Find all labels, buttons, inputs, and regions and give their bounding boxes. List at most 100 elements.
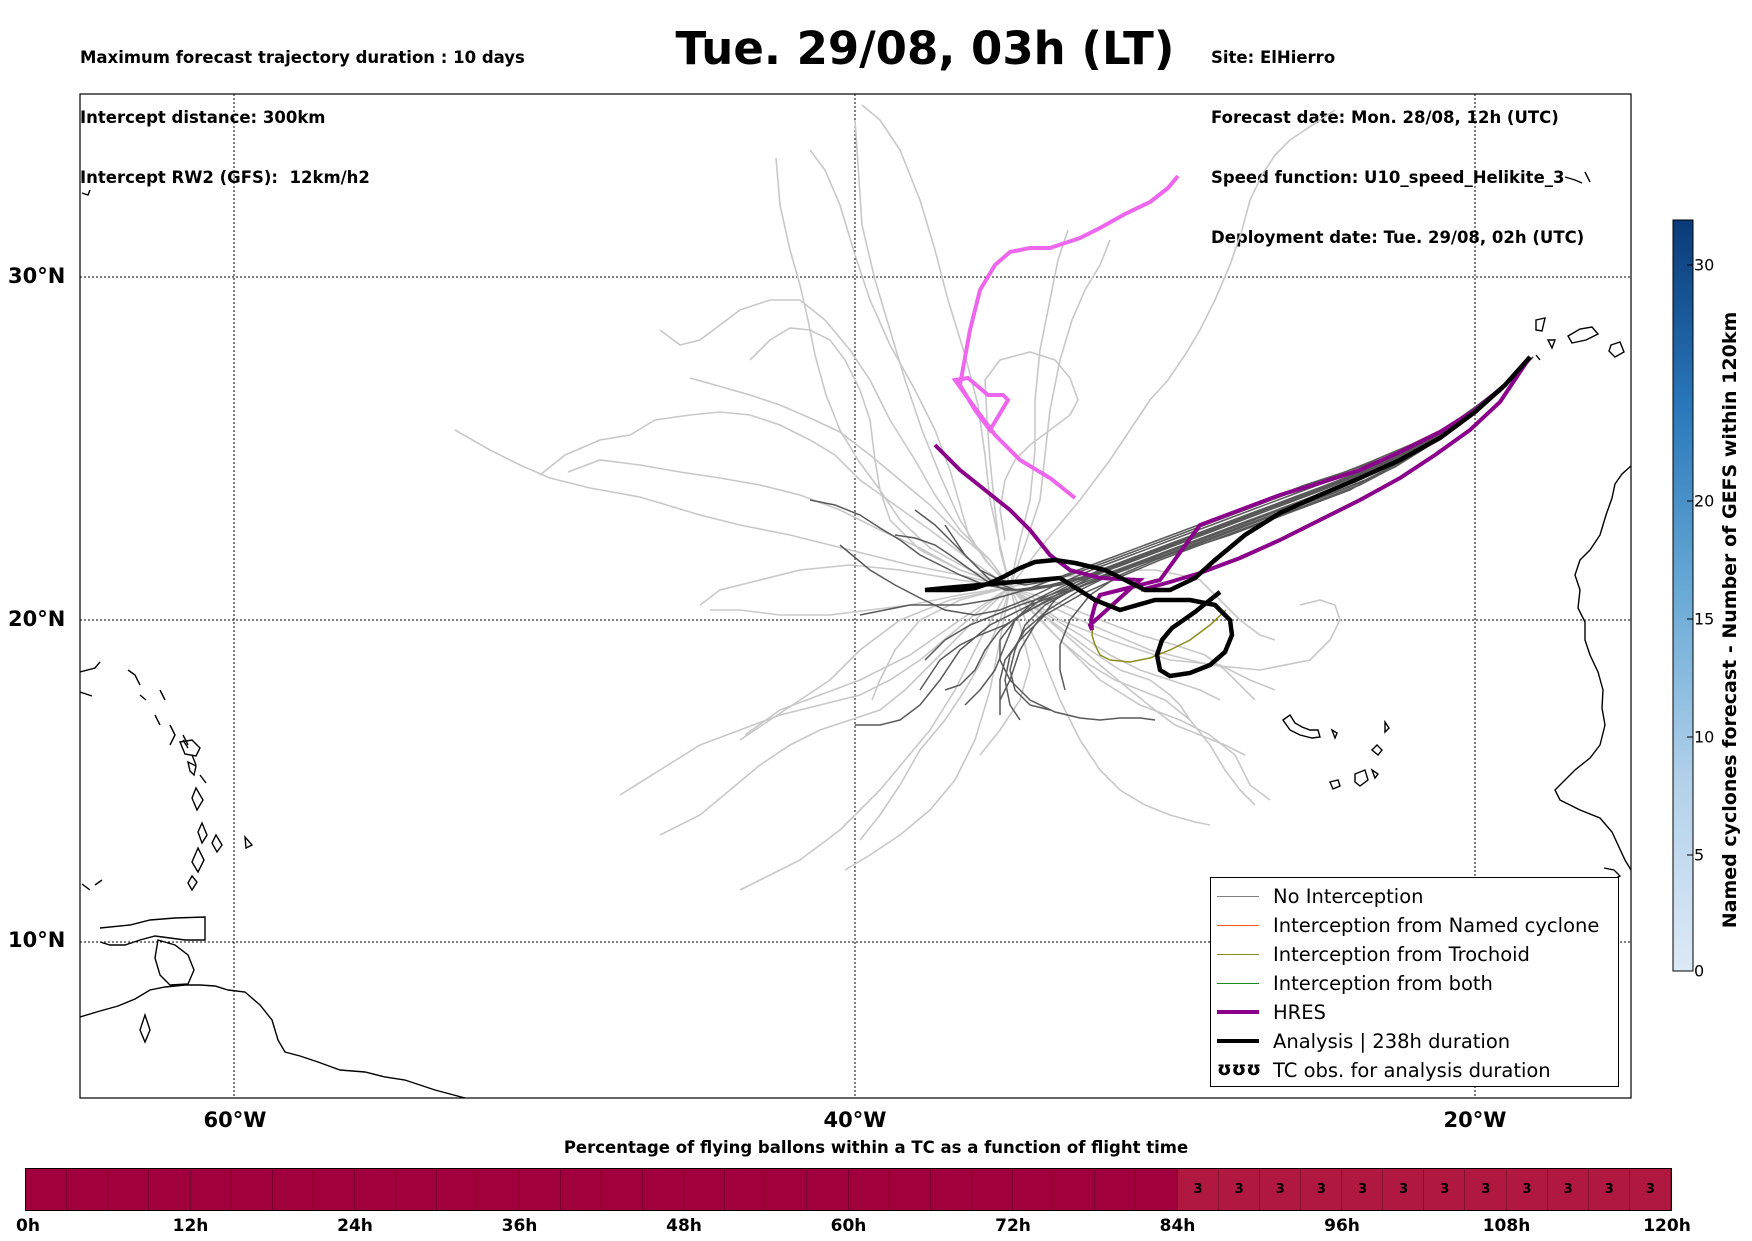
header-left-line: Intercept RW2 (GFS): 12km/h2 bbox=[80, 168, 370, 187]
time-bar-cell bbox=[1054, 1169, 1096, 1210]
time-bar-tick-label: 84h bbox=[1159, 1216, 1196, 1236]
legend-label: Interception from Trochoid bbox=[1273, 943, 1530, 966]
time-bar-cell: 3 bbox=[1547, 1169, 1589, 1210]
header-right-line: Forecast date: Mon. 28/08, 12h (UTC) bbox=[1211, 108, 1559, 127]
legend-label: No Interception bbox=[1273, 885, 1424, 908]
legend-item-both: Interception from both bbox=[1211, 969, 1618, 998]
time-bar-cell: 3 bbox=[1588, 1169, 1630, 1210]
header-right-line: Site: ElHierro bbox=[1211, 48, 1336, 67]
colorbar-tick-label: 15 bbox=[1694, 609, 1715, 629]
legend-item-analysis: Analysis | 238h duration bbox=[1211, 1027, 1618, 1056]
time-bar-cell bbox=[560, 1169, 602, 1210]
time-bar-tick-label: 24h bbox=[337, 1216, 373, 1236]
legend-item-trochoid: Interception from Trochoid bbox=[1211, 940, 1618, 969]
time-bar-cell: 3 bbox=[1218, 1169, 1260, 1210]
colorbar-tick-label: 30 bbox=[1694, 255, 1715, 275]
header-left-line: Maximum forecast trajectory duration : 1… bbox=[80, 48, 525, 67]
legend-label: TC obs. for analysis duration bbox=[1273, 1059, 1551, 1082]
colorbar-tick-label: 20 bbox=[1694, 491, 1715, 511]
time-bar-cell: 3 bbox=[1177, 1169, 1219, 1210]
map-frame bbox=[79, 93, 1632, 1099]
time-bar-cell bbox=[272, 1169, 314, 1210]
time-bar-tick-label: 120h bbox=[1643, 1216, 1691, 1236]
time-bar-cell bbox=[971, 1169, 1013, 1210]
legend-swatch bbox=[1217, 1010, 1259, 1014]
time-bar-cell: 3 bbox=[1259, 1169, 1301, 1210]
lon-label-20w: 20°W bbox=[1443, 1108, 1507, 1132]
time-bar-cell: 3 bbox=[1383, 1169, 1425, 1210]
colorbar-title: Named cyclones forecast - Number of GEFS… bbox=[1719, 311, 1741, 929]
legend-item-named-cyclone: Interception from Named cyclone bbox=[1211, 911, 1618, 940]
legend-swatch bbox=[1217, 954, 1259, 955]
time-bar-cell bbox=[1013, 1169, 1055, 1210]
header-right-line: Speed function: U10_speed_Helikite_3 bbox=[1211, 168, 1565, 187]
trochoid-interception-trajectory bbox=[1091, 609, 1227, 663]
header-right-info: Site: ElHierro Forecast date: Mon. 28/08… bbox=[1211, 8, 1584, 268]
coastlines bbox=[80, 171, 1631, 1098]
ensemble-dark-trajectories bbox=[809, 356, 1534, 726]
time-bar-cell: 3 bbox=[1424, 1169, 1466, 1210]
time-bar-cell bbox=[108, 1169, 150, 1210]
legend-item-tc-obs: ʊʊʊ TC obs. for analysis duration bbox=[1211, 1056, 1618, 1085]
time-bar-cell bbox=[725, 1169, 767, 1210]
time-bar-cell: 3 bbox=[1300, 1169, 1342, 1210]
legend-label: Interception from both bbox=[1273, 972, 1493, 995]
colorbar-tick-label: 0 bbox=[1694, 961, 1705, 981]
time-bar-cell bbox=[807, 1169, 849, 1210]
legend-swatch bbox=[1217, 896, 1259, 897]
tc-obs-symbol-icon: ʊʊʊ bbox=[1217, 1058, 1262, 1080]
time-bar-cell bbox=[396, 1169, 438, 1210]
map-legend: No Interception Interception from Named … bbox=[1210, 877, 1619, 1087]
time-bar-cell bbox=[355, 1169, 397, 1210]
time-bar-tick-label: 0h bbox=[16, 1216, 40, 1236]
legend-item-hres: HRES bbox=[1211, 998, 1618, 1027]
header-left-info: Maximum forecast trajectory duration : 1… bbox=[80, 8, 525, 208]
lat-label-30n: 30°N bbox=[8, 264, 66, 288]
ensemble-light-trajectories bbox=[454, 104, 1341, 891]
lat-label-20n: 20°N bbox=[8, 607, 66, 631]
lon-label-40w: 40°W bbox=[823, 1108, 887, 1132]
header-left-line: Intercept distance: 300km bbox=[80, 108, 326, 127]
colorbar-tick-label: 5 bbox=[1694, 845, 1705, 865]
time-bar-cell bbox=[766, 1169, 808, 1210]
time-bar-cell bbox=[684, 1169, 726, 1210]
time-bar-cell: 3 bbox=[1342, 1169, 1384, 1210]
time-bar-tick-label: 60h bbox=[830, 1216, 867, 1236]
time-bar-tick-label: 48h bbox=[666, 1216, 702, 1236]
legend-label: Analysis | 238h duration bbox=[1273, 1030, 1511, 1053]
legend-label: Interception from Named cyclone bbox=[1273, 914, 1600, 937]
time-bar-cell bbox=[519, 1169, 561, 1210]
colorbar-tick-label: 10 bbox=[1694, 727, 1715, 747]
hres-trajectory-early bbox=[951, 174, 1180, 500]
time-bar-cell bbox=[67, 1169, 109, 1210]
header-right-line: Deployment date: Tue. 29/08, 02h (UTC) bbox=[1211, 228, 1585, 247]
time-bar-tick-label: 72h bbox=[995, 1216, 1031, 1236]
time-bar-cell: 3 bbox=[1506, 1169, 1548, 1210]
time-bar-cell bbox=[478, 1169, 520, 1210]
time-bar-cell bbox=[601, 1169, 643, 1210]
time-bar-cell bbox=[889, 1169, 931, 1210]
time-bar-tick-label: 36h bbox=[501, 1216, 538, 1236]
hres-trajectory-late-b bbox=[1140, 355, 1532, 592]
time-bar-cell: 3 bbox=[1465, 1169, 1507, 1210]
legend-swatch bbox=[1217, 925, 1259, 926]
time-bar-cell bbox=[313, 1169, 355, 1210]
colorbar bbox=[1672, 219, 1694, 972]
legend-item-no-interception: No Interception bbox=[1211, 882, 1618, 911]
time-bar-cell bbox=[26, 1169, 68, 1210]
page-title: Tue. 29/08, 03h (LT) bbox=[675, 22, 1175, 75]
time-bar-cell: 3 bbox=[1629, 1169, 1671, 1210]
time-bar-cell bbox=[437, 1169, 479, 1210]
time-bar-cell bbox=[1095, 1169, 1137, 1210]
legend-swatch bbox=[1217, 1039, 1259, 1043]
time-bar-cell bbox=[231, 1169, 273, 1210]
lat-label-10n: 10°N bbox=[8, 928, 66, 952]
lon-label-60w: 60°W bbox=[203, 1108, 267, 1132]
time-bar-cell bbox=[1136, 1169, 1178, 1210]
time-bar-tick-label: 12h bbox=[172, 1216, 209, 1236]
time-bar-cell bbox=[190, 1169, 232, 1210]
time-bar-tick-label: 96h bbox=[1324, 1216, 1360, 1236]
time-bar-cell bbox=[149, 1169, 191, 1210]
